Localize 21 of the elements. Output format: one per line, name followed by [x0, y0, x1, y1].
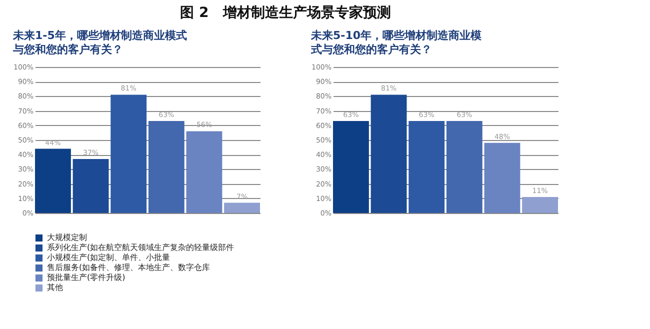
legend-label: 系列化生产(如在航空航天领域生产复杂的轻量级部件	[47, 243, 234, 252]
legend-label: 售后服务(如备件、修理、本地生产、数字仓库	[47, 263, 210, 272]
bar	[522, 196, 558, 213]
bar	[333, 121, 369, 213]
bar	[408, 121, 445, 213]
bar	[484, 142, 520, 213]
legend-label: 大规模定制	[47, 233, 87, 242]
bar	[186, 131, 222, 213]
bar	[224, 202, 260, 213]
legend-label: 小规模生产(如定制、单件、小批量	[47, 253, 170, 262]
bar	[35, 148, 71, 213]
bar	[110, 94, 147, 213]
bar	[370, 94, 407, 213]
legend-label: 其他	[47, 283, 63, 292]
legend-label: 预批量生产(零件升级)	[47, 273, 126, 282]
chart-subtitle: 未来5-10年，哪些增材制造商业模式与您和您的客户有关？	[310, 29, 483, 56]
bar	[446, 121, 482, 213]
chart-title: 图 2 增材制造生产场景专家预测	[180, 4, 391, 21]
bar	[72, 158, 109, 213]
chart-subtitle: 未来1-5年，哪些增材制造商业模式与您和您的客户有关？	[12, 29, 187, 56]
bar	[148, 121, 184, 213]
